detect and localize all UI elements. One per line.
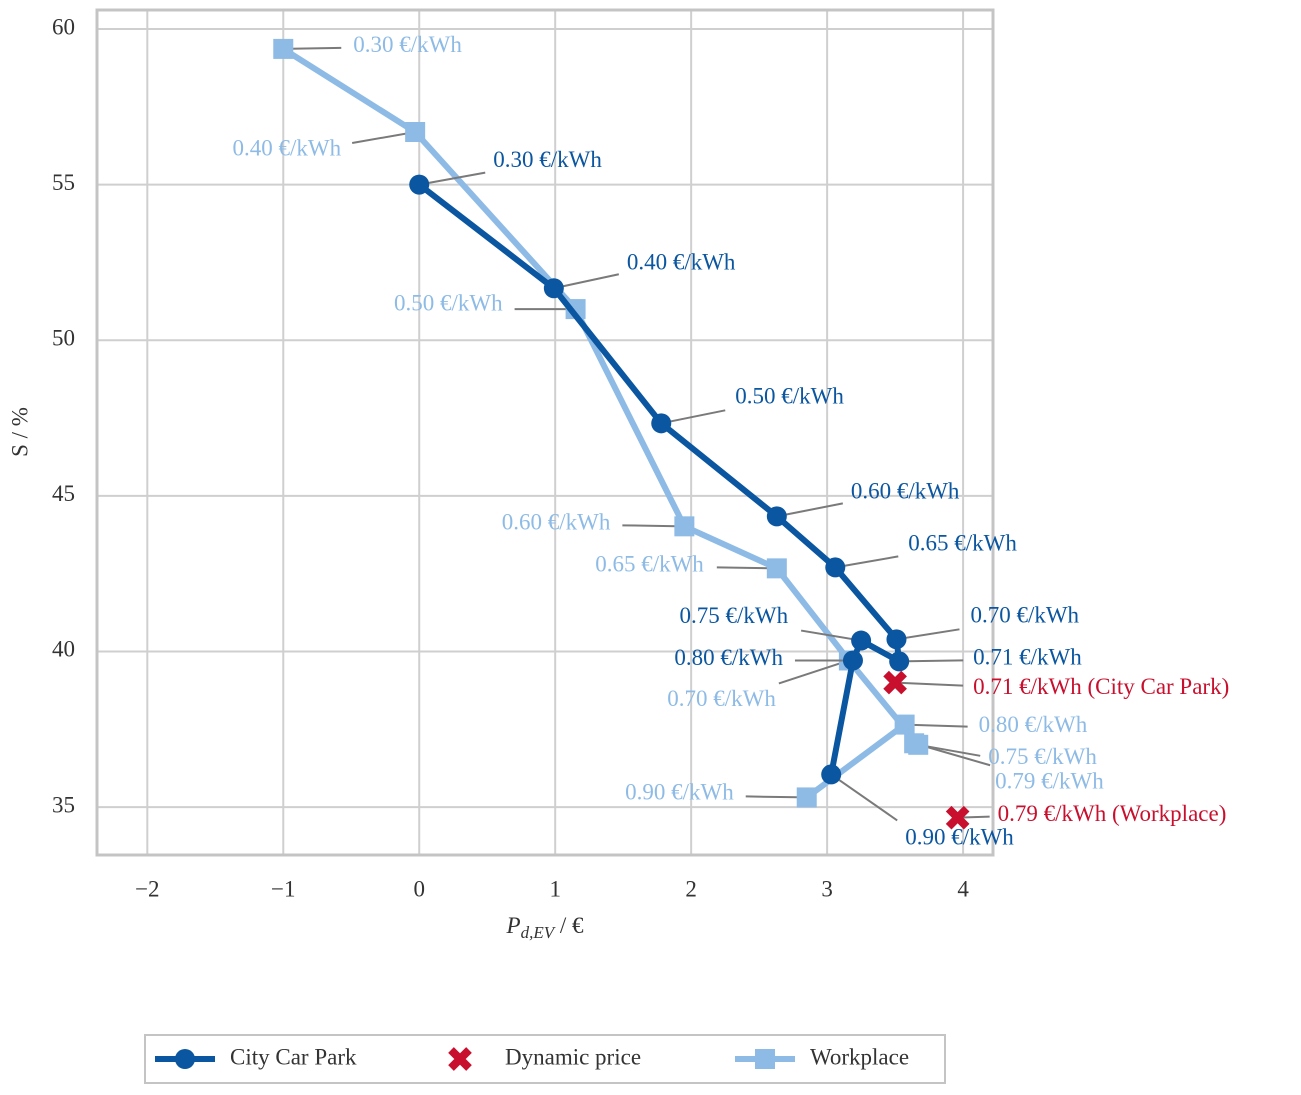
point [766, 558, 787, 579]
point [851, 630, 872, 651]
annotation-line [622, 524, 685, 528]
point-label: 0.50 €/kWh [394, 290, 503, 315]
x-tick-label: −2 [135, 876, 159, 901]
annotation-line [553, 273, 620, 290]
point [405, 122, 426, 143]
y-tick-label: 45 [52, 481, 75, 506]
legend-frame [144, 1034, 946, 1084]
annotation-line [778, 659, 850, 685]
legend-label: Workplace [810, 1044, 909, 1069]
x-axis-label-sub: d,EV [521, 923, 557, 942]
annotation-line [419, 171, 486, 186]
point-label: 0.71 €/kWh [973, 645, 1082, 670]
point [904, 733, 925, 754]
legend-label: City Car Park [230, 1044, 357, 1069]
x-tick-label: 3 [821, 876, 833, 901]
point [889, 651, 910, 672]
point [543, 278, 564, 299]
point-label: 0.40 €/kWh [233, 135, 342, 160]
point-label: 0.71 €/kWh (City Car Park) [973, 674, 1229, 699]
legend-label: Dynamic price [505, 1044, 641, 1069]
plot-frame [95, 8, 995, 857]
point [766, 506, 787, 527]
point [842, 650, 863, 671]
point-label: 0.80 €/kWh [674, 645, 783, 670]
point-label: 0.90 €/kWh [625, 780, 734, 805]
y-tick-label: 40 [52, 637, 75, 662]
x-axis-label: Pd,EV / € [506, 913, 584, 942]
legend-marker [755, 1049, 775, 1069]
x-tick-label: 4 [957, 876, 969, 901]
annotation-line [830, 773, 898, 822]
point-label: 0.65 €/kWh [595, 552, 704, 577]
annotation-line [776, 502, 844, 518]
point [883, 670, 907, 695]
y-axis-label: S / % [7, 407, 32, 457]
point [273, 38, 294, 59]
point [945, 805, 970, 830]
point [886, 629, 907, 650]
annotation-line [904, 723, 968, 728]
point-label: 0.75 €/kWh [680, 603, 789, 628]
point-label: 0.40 €/kWh [627, 250, 736, 275]
series-line [417, 182, 903, 775]
point [894, 714, 915, 735]
y-tick-label: 60 [52, 14, 75, 39]
point-label: 0.30 €/kWh [353, 32, 462, 57]
x-tick-label: 0 [413, 876, 425, 901]
point [825, 557, 846, 578]
y-tick-label: 55 [52, 170, 75, 195]
x-tick-label: 1 [549, 876, 561, 901]
y-tick-label: 50 [52, 326, 75, 351]
y-tick-label: 35 [52, 792, 75, 817]
point-label: 0.79 €/kWh [995, 769, 1104, 794]
point [674, 516, 695, 537]
x-tick-label: 2 [685, 876, 697, 901]
annotation-line [835, 555, 899, 569]
x-axis-label-unit: / € [554, 913, 584, 938]
point-label: 0.65 €/kWh [908, 531, 1017, 556]
legend-marker [175, 1049, 195, 1069]
annotation-line [895, 681, 964, 687]
annotation-line [899, 659, 964, 663]
annotation-line [351, 131, 416, 144]
point-label: 0.50 €/kWh [735, 384, 844, 409]
x-axis-label-main: P [506, 913, 521, 938]
annotation-line [745, 795, 807, 799]
annotation-line [661, 409, 726, 425]
point-label: 0.75 €/kWh [988, 744, 1097, 769]
legend-marker [448, 1047, 472, 1071]
annotation-line [896, 628, 960, 641]
annotation-line [800, 629, 862, 642]
point-label: 0.30 €/kWh [493, 147, 602, 172]
x-tick-label: −1 [271, 876, 295, 901]
point-label: 0.90 €/kWh [905, 825, 1014, 850]
point-label: 0.60 €/kWh [502, 510, 611, 535]
point [796, 787, 817, 808]
point-label: 0.70 €/kWh [667, 686, 776, 711]
point [651, 413, 672, 434]
point-label: 0.60 €/kWh [851, 479, 960, 504]
point [821, 764, 842, 785]
point-label: 0.80 €/kWh [979, 712, 1088, 737]
point [409, 174, 430, 195]
legend: City Car Park Dynamic price Workplace [144, 1034, 946, 1084]
point-label: 0.70 €/kWh [970, 603, 1079, 628]
point-label: 0.79 €/kWh (Workplace) [998, 801, 1227, 826]
